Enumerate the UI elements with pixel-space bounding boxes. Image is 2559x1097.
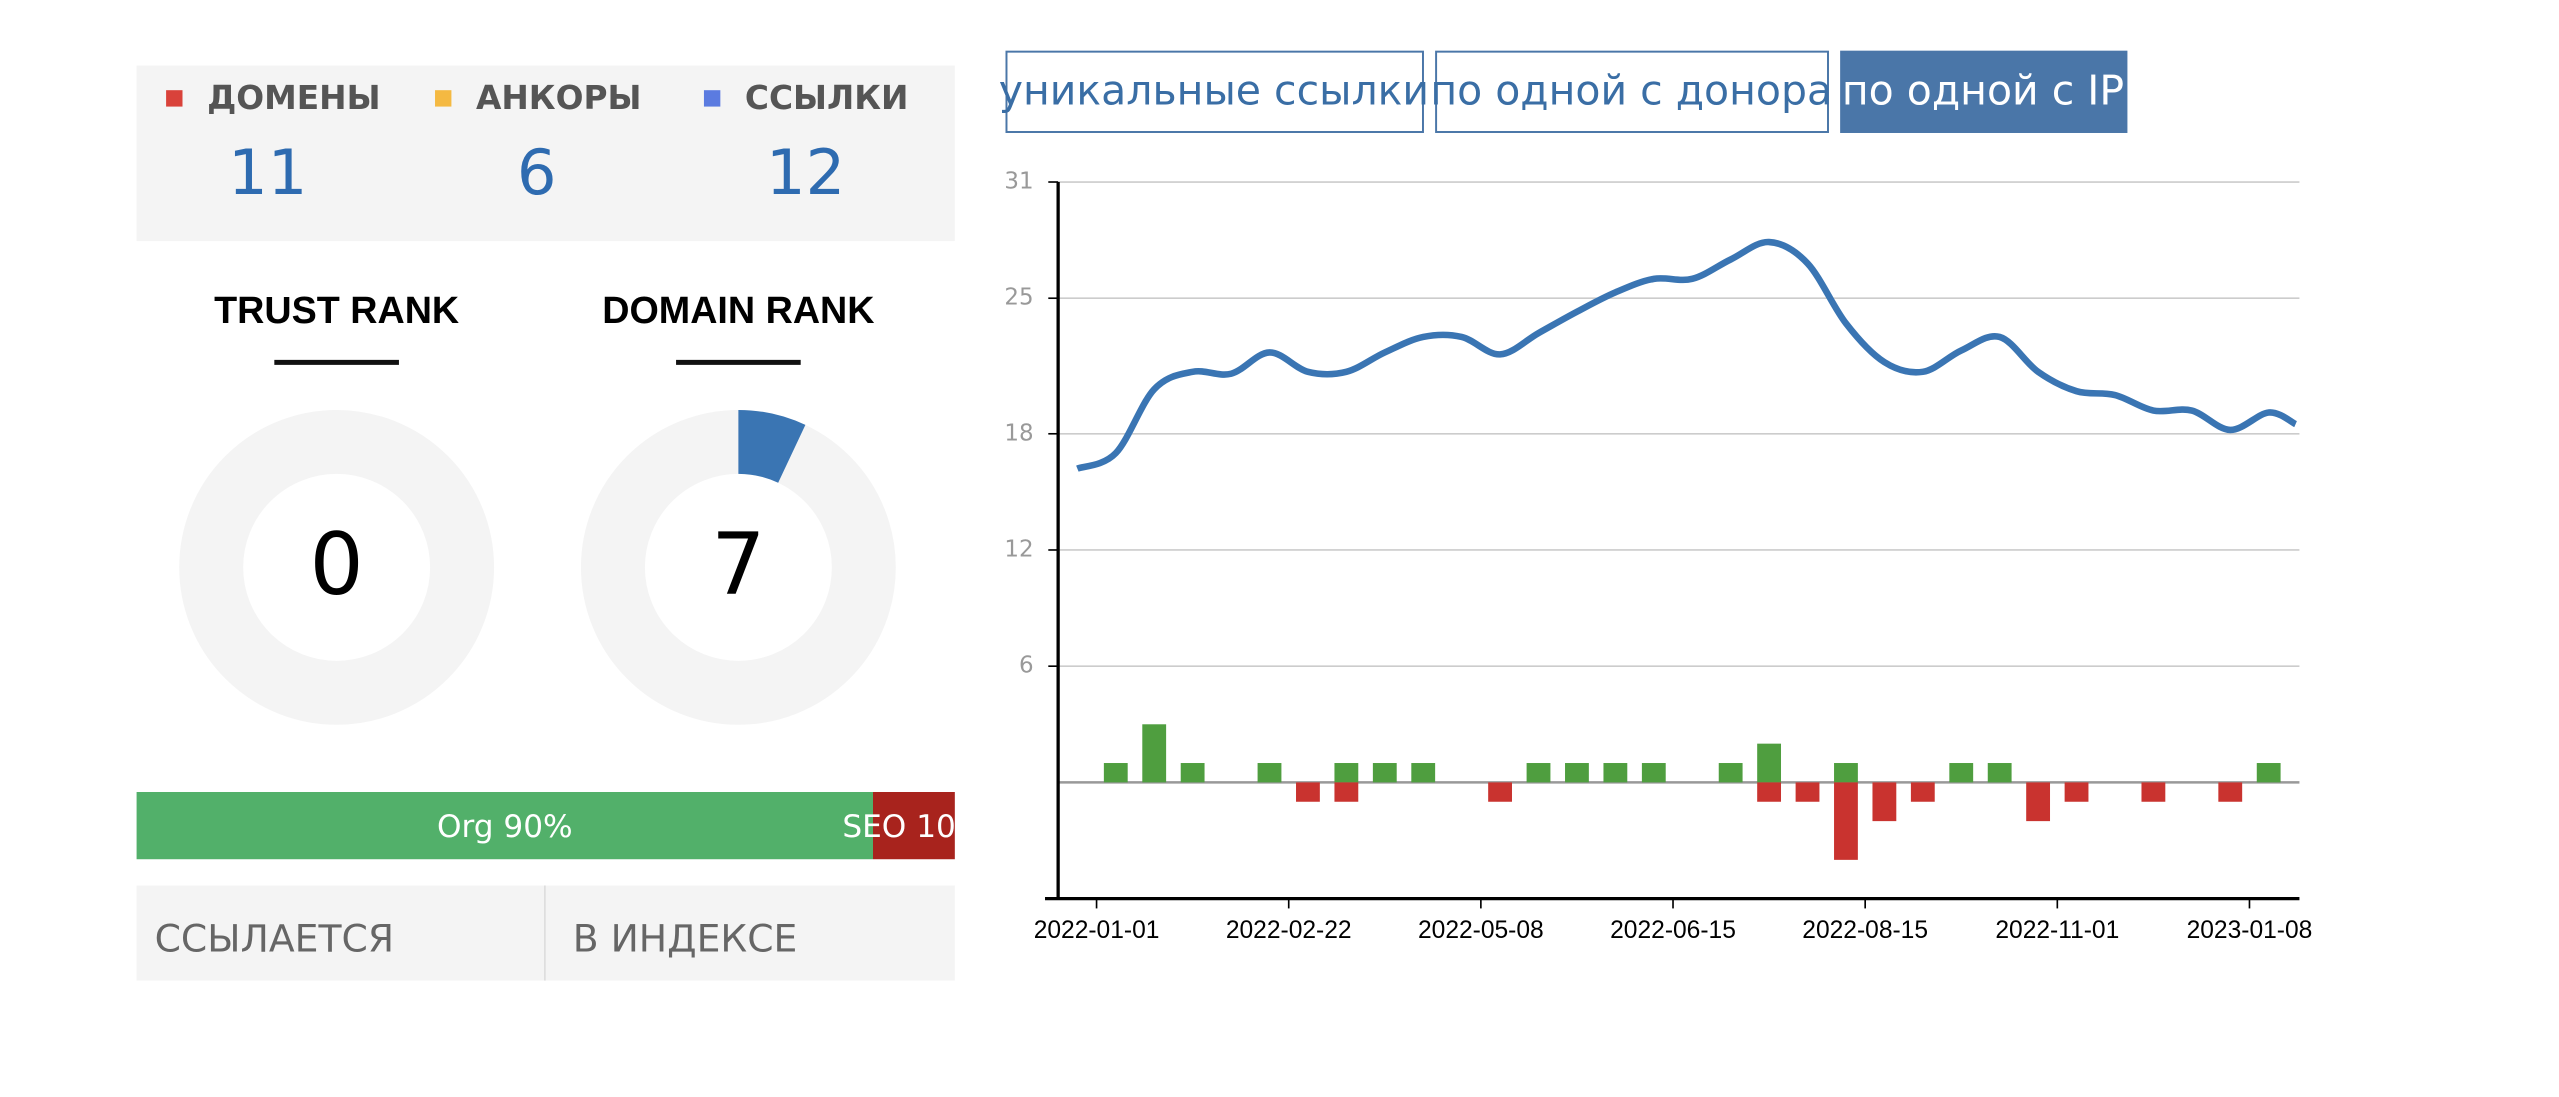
- bar: [1834, 782, 1858, 860]
- bar: [2064, 782, 2089, 802]
- bar: [1372, 763, 1397, 783]
- x-tick-label: 2022-08-15: [1802, 917, 1928, 944]
- stat-label: ССЫЛКИ: [745, 79, 909, 117]
- donut-arc: [737, 409, 806, 484]
- tab[interactable]: [1840, 50, 2128, 133]
- bar: [1603, 763, 1628, 783]
- bar: [1488, 782, 1512, 802]
- bar: [1180, 763, 1205, 783]
- tab-label[interactable]: уникальные ссылки: [999, 66, 1429, 114]
- bar: [1526, 763, 1551, 783]
- bar: [2256, 763, 2281, 783]
- bar: [1987, 763, 2012, 783]
- table-header-cell: В ИНДЕКСЕ: [573, 917, 798, 961]
- bar: [2141, 782, 2166, 802]
- tab-label[interactable]: по одной с донора: [1430, 66, 1832, 114]
- stats-box: [136, 65, 955, 242]
- rank-title: TRUST RANK: [214, 289, 459, 331]
- bar: [1834, 763, 1858, 783]
- traffic-segment: [136, 792, 874, 860]
- bar: [1641, 763, 1666, 783]
- traffic-label: Org 90%: [437, 809, 573, 845]
- bar: [1334, 763, 1359, 783]
- stat-value: 12: [766, 136, 845, 209]
- legend-swatch: [703, 90, 721, 107]
- legend-swatch: [166, 90, 183, 107]
- tab[interactable]: [1435, 50, 1829, 133]
- bar: [1757, 782, 1782, 802]
- y-tick-label: 6: [1019, 653, 1034, 679]
- traffic-segment: [873, 792, 955, 860]
- bar: [1257, 763, 1282, 783]
- rank-value: 7: [711, 516, 765, 615]
- bar: [1142, 724, 1167, 783]
- x-tick-label: 2022-05-08: [1418, 917, 1544, 944]
- x-tick-label: 2022-11-01: [1995, 917, 2119, 944]
- legend-swatch: [435, 90, 452, 107]
- y-tick-label: 12: [1004, 536, 1033, 562]
- bar: [1910, 782, 1935, 802]
- stat-label: АНКОРЫ: [476, 79, 641, 117]
- x-tick-label: 2023-01-08: [2187, 917, 2313, 944]
- bar: [1949, 763, 1974, 783]
- donut-track: [179, 409, 495, 725]
- y-tick-label: 18: [1004, 420, 1033, 446]
- bar: [1296, 782, 1320, 802]
- bar: [1103, 763, 1128, 783]
- stat-label: ДОМЕНЫ: [207, 79, 380, 117]
- bar: [2218, 782, 2243, 802]
- rank-title: DOMAIN RANK: [602, 289, 874, 331]
- bar: [1795, 782, 1820, 802]
- y-tick-label: 25: [1004, 285, 1033, 311]
- x-tick-label: 2022-01-01: [1034, 917, 1160, 944]
- x-tick-label: 2022-06-15: [1610, 917, 1736, 944]
- x-tick-label: 2022-02-22: [1226, 917, 1352, 944]
- traffic-label: SEO 10%: [842, 809, 985, 845]
- bar: [1872, 782, 1897, 822]
- table-header-cell: ССЫЛАЕТСЯ: [155, 917, 394, 961]
- line-series: [1076, 238, 2298, 472]
- bar: [1411, 763, 1436, 783]
- tab[interactable]: [1005, 50, 1424, 133]
- stat-value: 11: [228, 136, 307, 209]
- bar: [1334, 782, 1359, 802]
- bar: [2026, 782, 2051, 822]
- tab-label[interactable]: по одной с IP: [1842, 66, 2124, 114]
- bar: [1757, 743, 1782, 783]
- bar: [1718, 763, 1743, 783]
- stat-value: 6: [517, 136, 557, 209]
- y-tick-label: 31: [1004, 169, 1033, 195]
- rank-value: 0: [310, 516, 364, 615]
- bar: [1565, 763, 1589, 783]
